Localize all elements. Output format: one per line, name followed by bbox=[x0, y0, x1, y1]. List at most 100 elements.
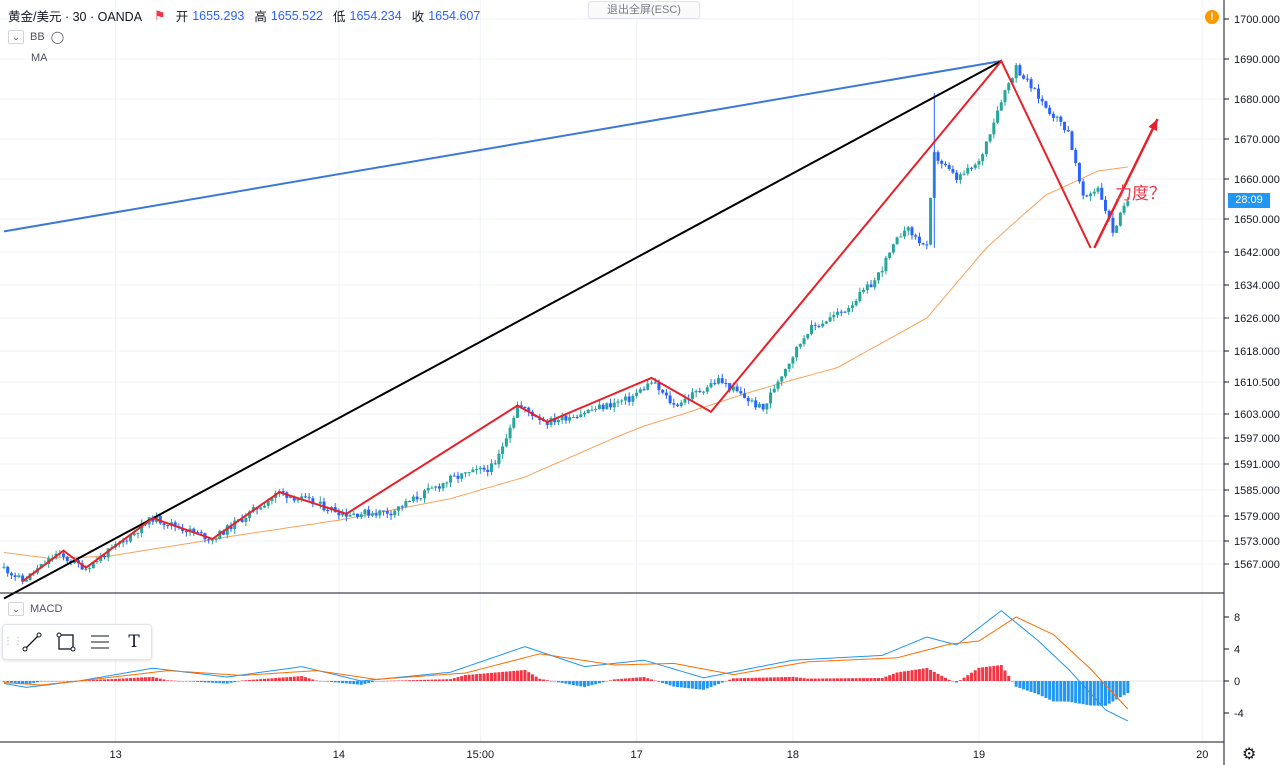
macd-histogram-bar bbox=[516, 670, 520, 681]
price-tick-label: 1680.000 bbox=[1234, 94, 1280, 106]
candle-body bbox=[303, 496, 307, 498]
candle-body bbox=[564, 415, 568, 421]
candle-body bbox=[173, 522, 177, 527]
fib-tool-icon[interactable] bbox=[83, 625, 117, 659]
ma-line bbox=[3, 166, 1128, 559]
candle-body bbox=[962, 173, 966, 175]
warning-icon[interactable]: ! bbox=[1205, 10, 1219, 24]
macd-histogram-bar bbox=[981, 667, 985, 681]
symbol-title[interactable]: 黄金/美元 · 30 · OANDA bbox=[8, 10, 143, 24]
candle-body bbox=[970, 167, 974, 169]
macd-histogram-bar bbox=[568, 681, 572, 685]
price-tick-label: 1567.000 bbox=[1234, 559, 1280, 571]
candle-body bbox=[553, 418, 557, 423]
candle-body bbox=[906, 227, 910, 231]
macd-histogram-bar bbox=[158, 678, 162, 681]
macd-histogram-bar bbox=[694, 681, 698, 689]
macd-histogram-bar bbox=[821, 678, 825, 681]
candle-body bbox=[996, 110, 1000, 123]
macd-histogram-bar bbox=[690, 681, 694, 689]
candle-body bbox=[281, 491, 285, 493]
macd-histogram-bar bbox=[609, 680, 613, 681]
macd-line bbox=[3, 609, 1129, 722]
macd-histogram-bar bbox=[631, 677, 635, 681]
exit-fullscreen-button[interactable]: 退出全屏(ESC) bbox=[588, 1, 700, 19]
macd-histogram-bar bbox=[1033, 681, 1037, 694]
chevron-down-icon[interactable]: ⌄ bbox=[8, 30, 24, 44]
candle-body bbox=[739, 391, 743, 394]
candle-body bbox=[233, 520, 237, 530]
macd-histogram-bar bbox=[162, 679, 166, 681]
macd-histogram-bar bbox=[973, 670, 977, 681]
trend-line-tool-icon[interactable] bbox=[15, 625, 49, 659]
candle-body bbox=[843, 311, 847, 313]
candle-body bbox=[1081, 181, 1085, 196]
text-tool-icon[interactable]: T bbox=[128, 632, 140, 652]
candle-body bbox=[1033, 88, 1037, 90]
candle-body bbox=[382, 510, 386, 512]
macd-histogram-bar bbox=[649, 679, 653, 681]
macd-histogram-bar bbox=[977, 667, 981, 681]
macd-histogram-bar bbox=[802, 678, 806, 681]
macd-histogram-bar bbox=[1007, 675, 1011, 681]
price-tick-label: 1642.000 bbox=[1234, 247, 1280, 259]
macd-histogram-bar bbox=[672, 681, 676, 687]
candle-body bbox=[951, 169, 955, 173]
macd-histogram-bar bbox=[236, 681, 240, 682]
candle-body bbox=[270, 497, 274, 502]
candle-body bbox=[765, 403, 769, 410]
candle-body bbox=[184, 530, 188, 533]
candle-body bbox=[888, 252, 892, 258]
up-arrow-head bbox=[1148, 119, 1158, 131]
candle-body bbox=[222, 530, 226, 535]
candle-body bbox=[519, 405, 523, 407]
candle-body bbox=[125, 540, 129, 542]
macd-histogram-bar bbox=[899, 671, 903, 681]
macd-histogram-bar bbox=[419, 679, 423, 681]
macd-histogram-bar bbox=[1044, 681, 1048, 698]
bb-label[interactable]: BB bbox=[30, 31, 45, 43]
candle-body bbox=[761, 403, 765, 410]
macd-histogram-bar bbox=[798, 677, 802, 681]
ma-label[interactable]: MA bbox=[31, 52, 48, 64]
macd-histogram-bar bbox=[50, 681, 54, 682]
macd-histogram-bar bbox=[251, 679, 255, 681]
candle-body bbox=[891, 244, 895, 253]
candle-body bbox=[225, 525, 229, 535]
macd-histogram-bar bbox=[638, 677, 642, 681]
candle-body bbox=[1103, 199, 1107, 211]
candle-body bbox=[486, 469, 490, 472]
macd-histogram-bar bbox=[378, 681, 382, 682]
macd-histogram-bar bbox=[1048, 681, 1052, 700]
macd-label[interactable]: MACD bbox=[30, 603, 63, 615]
gear-icon[interactable]: ⚙ bbox=[1242, 746, 1257, 763]
macd-histogram-bar bbox=[415, 680, 419, 681]
macd-histogram-bar bbox=[676, 681, 680, 687]
candle-body bbox=[422, 490, 426, 499]
chevron-down-icon[interactable]: ⌄ bbox=[8, 602, 24, 616]
macd-histogram-bar bbox=[746, 677, 750, 681]
candle-body bbox=[791, 357, 795, 364]
macd-histogram-bar bbox=[389, 680, 393, 682]
drag-handle-icon[interactable]: ⋮⋮ bbox=[3, 636, 23, 647]
macd-histogram-bar bbox=[947, 679, 951, 681]
macd-histogram-bar bbox=[240, 680, 244, 682]
rectangle-tool-icon[interactable] bbox=[49, 625, 83, 659]
candle-body bbox=[724, 382, 728, 384]
macd-histogram-bar bbox=[705, 681, 709, 689]
macd-histogram-bar bbox=[259, 679, 263, 681]
macd-histogram-bar bbox=[370, 681, 374, 683]
candle-body bbox=[646, 383, 650, 390]
annotation-text[interactable]: 力度？ bbox=[1115, 184, 1166, 203]
zigzag-layer[interactable] bbox=[21, 59, 1159, 583]
macd-histogram-bar bbox=[929, 669, 933, 681]
macd-histogram-bar bbox=[58, 681, 62, 682]
macd-histogram-bar bbox=[1092, 681, 1096, 706]
macd-histogram-bar bbox=[463, 675, 467, 681]
candle-body bbox=[99, 555, 103, 562]
eye-hidden-icon[interactable]: ◯ bbox=[50, 30, 65, 44]
flag-icon[interactable]: ⚑ bbox=[154, 7, 166, 23]
trendline-layer[interactable] bbox=[3, 60, 1002, 600]
candle-body bbox=[795, 346, 799, 358]
